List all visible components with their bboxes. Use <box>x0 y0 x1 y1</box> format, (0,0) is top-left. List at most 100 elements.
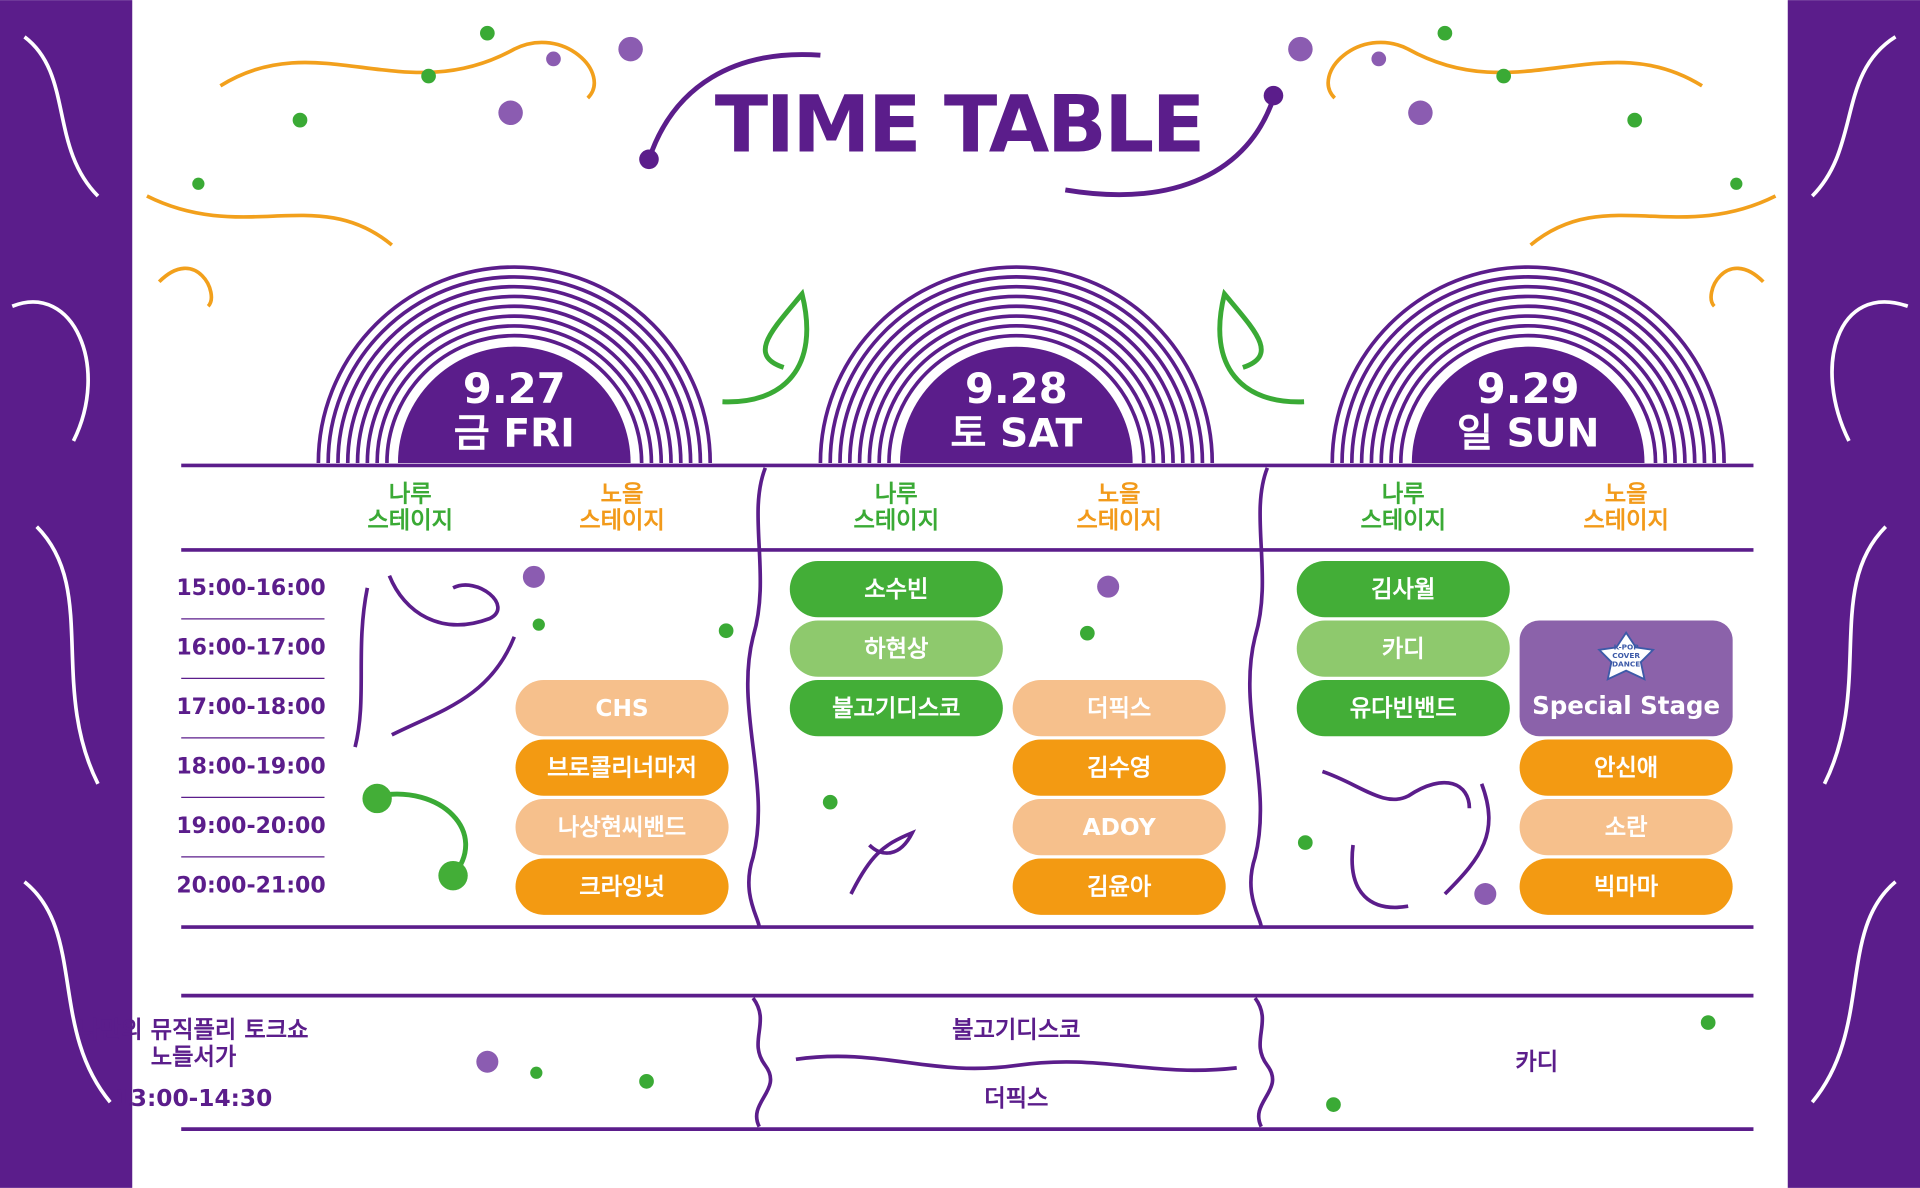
act-name: 소수빈 <box>864 576 928 603</box>
day-label: 일 SUN <box>1457 412 1599 457</box>
logo-text: DANCE <box>1612 660 1640 669</box>
vinyl-groove <box>365 314 664 463</box>
vinyl-groove <box>838 284 1195 463</box>
stage-name: 스테이지 <box>1360 507 1446 534</box>
act-pill <box>1519 620 1733 737</box>
act-pill <box>1012 858 1226 915</box>
dot <box>438 860 468 891</box>
logo-text: K-POP <box>1614 642 1640 651</box>
day-label: 금 FRI <box>454 412 575 457</box>
stage-name: 나루 <box>1382 480 1425 507</box>
act-pill <box>789 679 1003 737</box>
vinyl-groove <box>1389 324 1668 463</box>
act-name: Special Stage <box>1532 691 1720 720</box>
title-swoosh <box>646 52 1276 198</box>
talk-act: 불고기디스코 <box>952 1017 1080 1044</box>
act-pill <box>1519 739 1733 796</box>
act-pill <box>515 739 729 796</box>
time-label: 19:00-20:00 <box>176 814 325 839</box>
logo-star <box>1597 631 1656 681</box>
vinyl-groove <box>1369 304 1687 463</box>
act-name: 김수영 <box>1087 754 1151 781</box>
dots <box>476 36 1497 1073</box>
act-name: 브로콜리너마저 <box>547 754 697 781</box>
vinyl-groove <box>1340 275 1717 463</box>
day-date: 9.27 <box>463 364 566 413</box>
act-name: 김윤아 <box>1087 873 1152 900</box>
time-label: 16:00-17:00 <box>176 636 325 661</box>
day-date: 9.28 <box>965 364 1068 413</box>
time-label: 20:00-21:00 <box>176 874 325 899</box>
act-pill <box>1519 798 1733 856</box>
vinyl-groove <box>877 324 1156 463</box>
stage-name: 스테이지 <box>854 507 940 534</box>
act-name: 소란 <box>1605 814 1648 841</box>
vinyl-groove <box>818 265 1215 463</box>
vinyl-groove <box>1379 314 1677 463</box>
talk-time: 13:00-14:30 <box>115 1085 273 1112</box>
act-pill <box>1296 620 1510 677</box>
act-name: 불고기디스코 <box>832 695 960 722</box>
title: TIME TABLE <box>715 79 1203 170</box>
stage-name: 나루 <box>389 480 432 507</box>
vinyl-groove <box>385 333 644 463</box>
time-label: 18:00-19:00 <box>176 755 325 780</box>
vinyl-groove <box>1398 333 1658 463</box>
vinyl-groove <box>857 304 1175 463</box>
day-label: 토 SAT <box>950 412 1082 457</box>
act-name: CHS <box>595 695 648 722</box>
vinyl-groove <box>1350 284 1707 463</box>
act-name: 카디 <box>1382 635 1425 662</box>
talk-title: 노들서가 <box>151 1044 237 1071</box>
doodle <box>353 574 1491 910</box>
vinyl-label <box>397 346 631 463</box>
act-name: 하현상 <box>864 635 928 662</box>
vinyl-groove <box>375 324 654 463</box>
dot <box>1263 85 1284 106</box>
wavy-divider <box>745 467 1275 1128</box>
day-date: 9.29 <box>1477 364 1580 413</box>
stage-name: 스테이지 <box>1076 507 1162 534</box>
vinyl-groove <box>316 265 713 463</box>
act-pill <box>515 679 729 737</box>
act-pill <box>1296 560 1510 618</box>
vinyl-groove <box>336 284 693 463</box>
side-ornament <box>11 35 1909 1104</box>
vinyl-groove <box>345 294 683 463</box>
time-label: 17:00-18:00 <box>176 695 325 720</box>
stage-name: 나루 <box>875 480 918 507</box>
act-name: 안신애 <box>1594 754 1658 781</box>
vinyl-groove <box>828 275 1205 463</box>
stage-name: 노을 <box>601 480 644 507</box>
act-pill <box>1012 739 1226 796</box>
act-name: 유다빈밴드 <box>1350 695 1457 722</box>
stage-name: 노을 <box>1098 480 1141 507</box>
side-band <box>0 0 133 1188</box>
vinyl-groove <box>847 294 1185 463</box>
vinyl-groove <box>1330 265 1726 463</box>
vinyl-groove <box>867 314 1166 463</box>
stage-name: 스테이지 <box>1583 507 1669 534</box>
stage-name: 노을 <box>1605 480 1648 507</box>
act-name: 더픽스 <box>1087 695 1151 722</box>
time-label: 15:00-16:00 <box>176 576 325 601</box>
dot <box>639 149 659 170</box>
top-ornament <box>146 40 1777 308</box>
act-name: 나상현씨밴드 <box>558 814 686 841</box>
vinyl-groove <box>887 333 1146 463</box>
talk-act: 카디 <box>1515 1048 1558 1075</box>
dots <box>192 25 1743 1112</box>
act-pill <box>1012 798 1226 856</box>
vinyl-groove <box>1359 294 1697 463</box>
talk-act: 더픽스 <box>984 1085 1048 1112</box>
stage-name: 스테이지 <box>579 507 665 534</box>
act-pill <box>789 560 1003 618</box>
act-name: 김사월 <box>1371 576 1435 603</box>
act-name: 크라잉넛 <box>579 873 665 900</box>
act-pill <box>789 620 1003 677</box>
act-pill <box>515 798 729 856</box>
act-pill <box>1519 858 1733 915</box>
stage-name: 스테이지 <box>367 507 453 534</box>
